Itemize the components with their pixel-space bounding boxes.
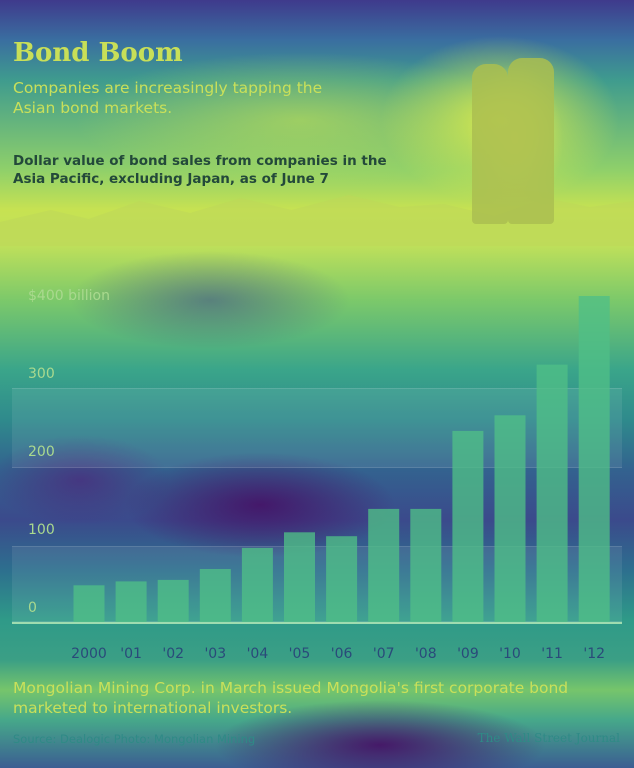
bar-8 bbox=[410, 508, 442, 622]
x-tick-label: '12 bbox=[583, 646, 605, 662]
bar-5 bbox=[284, 532, 315, 622]
chart-description: Dollar value of bond sales from companie… bbox=[13, 153, 387, 187]
bar-11 bbox=[536, 364, 568, 622]
y-tick-label: 200 bbox=[28, 444, 55, 460]
bar-12 bbox=[578, 296, 610, 622]
x-tick-label: '03 bbox=[204, 646, 226, 662]
bar-6 bbox=[326, 536, 358, 622]
x-tick-label: '08 bbox=[415, 646, 437, 662]
x-tick-label: '01 bbox=[120, 646, 142, 662]
bar-1 bbox=[115, 581, 147, 622]
photo-caption: Mongolian Mining Corp. in March issued M… bbox=[13, 679, 569, 717]
x-tick-label: '07 bbox=[373, 646, 395, 662]
x-tick-label: '05 bbox=[289, 646, 311, 662]
subtitle: Companies are increasingly tapping the A… bbox=[13, 79, 323, 117]
y-tick-label: 100 bbox=[28, 522, 55, 538]
x-tick-label: '09 bbox=[457, 646, 479, 662]
page-title: Bond Boom bbox=[13, 38, 183, 68]
x-tick-label: '02 bbox=[162, 646, 184, 662]
bar-0 bbox=[73, 585, 105, 622]
worker-figure bbox=[472, 64, 508, 224]
bar-2 bbox=[157, 579, 189, 622]
x-tick-label: 2000 bbox=[71, 646, 107, 662]
bar-9 bbox=[452, 430, 484, 622]
x-tick-label: '06 bbox=[331, 646, 353, 662]
y-tick-label: 300 bbox=[28, 366, 55, 382]
bar-3 bbox=[199, 569, 231, 622]
workers-photo bbox=[460, 50, 570, 230]
x-tick-labels-group: 2000 '01 '02 '03 '04 '05 '06 '07 '08 '09 '10 '11 '12 bbox=[71, 646, 605, 662]
y-tick-label: $400 billion bbox=[28, 288, 110, 304]
x-tick-label: '10 bbox=[499, 646, 521, 662]
worker-figure bbox=[508, 58, 554, 224]
bar-4 bbox=[241, 547, 273, 622]
bars-group bbox=[73, 296, 610, 622]
y-tick-labels-group: 0 100 200 300 $400 billion bbox=[28, 288, 110, 616]
x-tick-label: '04 bbox=[247, 646, 269, 662]
publisher-logo: The Wall Street Journal bbox=[477, 731, 620, 745]
bar-10 bbox=[494, 415, 526, 622]
bar-7 bbox=[368, 508, 400, 622]
x-tick-label: '11 bbox=[541, 646, 563, 662]
y-tick-label: 0 bbox=[28, 600, 37, 616]
source-note: Source: Dealogic Photo: Mongolian Mining bbox=[13, 732, 256, 746]
